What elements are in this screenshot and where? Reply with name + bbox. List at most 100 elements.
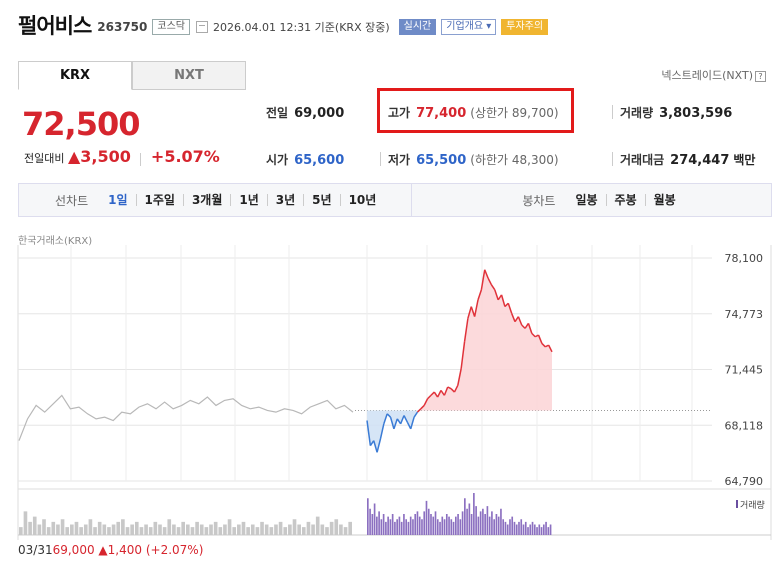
prev-volume-bar — [74, 521, 79, 535]
candle-monthly[interactable]: 월봉 — [644, 194, 684, 206]
y-tick-label: 74,773 — [725, 308, 764, 321]
prev-volume-bar — [213, 521, 218, 535]
today-line-segment — [517, 316, 523, 326]
prev-volume-bar — [343, 527, 348, 535]
candle-weekly[interactable]: 주봉 — [605, 194, 645, 206]
today-line-segment — [500, 294, 506, 307]
prev-volume-bar — [292, 519, 297, 535]
today-line-segment — [427, 394, 432, 400]
today-volume-bar — [367, 498, 369, 535]
prev-volume-bar — [32, 516, 37, 535]
today-line-segment — [453, 384, 459, 393]
today-volume-bar — [497, 516, 500, 535]
amount-stat: 거래대금 274,447 백만 — [620, 151, 755, 168]
prev-volume-bar — [134, 521, 139, 535]
amount-value: 274,447 — [670, 153, 730, 168]
divider — [380, 152, 381, 166]
today-line-segment — [366, 420, 372, 446]
today-line-segment — [420, 404, 425, 410]
today-line-segment — [484, 269, 489, 279]
prev-volume-bar — [70, 524, 74, 535]
today-line-segment — [541, 342, 546, 348]
prev-volume-bar — [269, 527, 274, 535]
prev-volume-bar — [121, 519, 125, 535]
today-volume-bar — [457, 514, 459, 535]
today-line-segment — [433, 391, 439, 398]
prev-day-line — [18, 394, 354, 441]
period-1d[interactable]: 1일 — [108, 193, 128, 207]
prev-volume-bar — [246, 527, 250, 535]
prev-volume-bar — [46, 527, 51, 535]
today-volume-bar — [511, 516, 514, 535]
today-volume-bar — [500, 508, 502, 535]
divider — [612, 152, 613, 166]
nxt-link[interactable]: 넥스트레이드(NXT)? — [661, 67, 766, 83]
tab-krx[interactable]: KRX — [18, 61, 132, 90]
prev-volume-bar — [111, 524, 116, 535]
prev-volume-bar — [320, 524, 325, 535]
period-1w[interactable]: 1주일 — [135, 194, 183, 206]
period-10y[interactable]: 10년 — [339, 194, 385, 206]
today-line-segment — [436, 390, 442, 398]
prev-volume-bar — [139, 527, 144, 535]
period-5y[interactable]: 5년 — [303, 194, 339, 206]
today-volume-bar — [547, 527, 550, 535]
today-line-segment — [470, 306, 476, 317]
today-line-segment — [399, 415, 405, 425]
volume-value: 3,803,596 — [659, 106, 733, 121]
today-volume-bar — [369, 508, 371, 535]
prev-volume-bar — [195, 521, 199, 535]
today-line-segment — [514, 316, 519, 323]
price-change: 전일대비 ▲3,500 +5.07% — [24, 147, 220, 166]
prev-volume-bar — [339, 524, 343, 535]
today-volume-bar — [382, 514, 385, 535]
prev-volume-bar — [186, 524, 190, 535]
today-volume-bar — [376, 516, 378, 535]
today-volume-bar — [513, 521, 516, 535]
today-volume-bar — [432, 516, 435, 535]
today-volume-bar — [396, 519, 398, 535]
today-volume-bar — [484, 514, 486, 535]
today-volume-bar — [454, 516, 457, 535]
tab-nxt[interactable]: NXT — [132, 61, 246, 90]
today-volume-bar — [536, 527, 538, 535]
lower-limit: (하한가 48,300) — [470, 153, 559, 167]
period-3m[interactable]: 3개월 — [182, 194, 230, 206]
prev-day-change: ▲1,400 — [98, 543, 143, 557]
prev-volume-bar — [181, 521, 185, 535]
prev-volume-bar — [176, 527, 181, 535]
candle-daily[interactable]: 일봉 — [575, 193, 598, 207]
today-down-area — [367, 410, 552, 453]
investment-warning-badge: 투자주의 — [501, 18, 549, 35]
today-line-segment — [537, 334, 543, 344]
company-overview-button[interactable]: 기업개요 ▾ — [441, 18, 497, 35]
prev-volume-bar — [144, 524, 148, 535]
period-3y[interactable]: 3년 — [266, 194, 303, 206]
today-line-segment — [531, 332, 536, 338]
today-volume-bar — [482, 508, 484, 535]
change-label: 전일대비 — [24, 152, 65, 165]
today-line-segment — [450, 388, 455, 393]
today-line-segment — [477, 289, 483, 301]
today-volume-bar — [400, 521, 403, 535]
chevron-down-icon: ▾ — [486, 20, 492, 32]
period-1y[interactable]: 1년 — [230, 194, 266, 206]
prev-volume-bar — [79, 527, 83, 535]
help-icon[interactable]: ? — [755, 71, 766, 82]
today-volume-bar — [491, 511, 493, 535]
realtime-button[interactable]: 실시간 — [398, 18, 437, 35]
today-volume-bar — [418, 516, 421, 535]
candle-chart-label: 봉차트 — [522, 193, 556, 208]
prev-volume-bar — [116, 521, 121, 535]
today-line-segment — [406, 421, 412, 430]
prev-volume-bar — [153, 521, 158, 535]
prev-volume-bar — [56, 524, 60, 535]
open-value: 65,600 — [294, 153, 345, 168]
amount-unit: 백만 — [733, 153, 756, 167]
prev-volume-bar — [148, 527, 153, 535]
stock-header: 펄어비스 263750 코스닥 2026.04.01 12:31 기준(KRX … — [18, 10, 549, 40]
open-label: 시가 — [266, 153, 289, 167]
prev-volume-bar — [42, 519, 46, 535]
prev-volume-bar — [28, 521, 32, 535]
today-line-segment — [393, 418, 398, 430]
